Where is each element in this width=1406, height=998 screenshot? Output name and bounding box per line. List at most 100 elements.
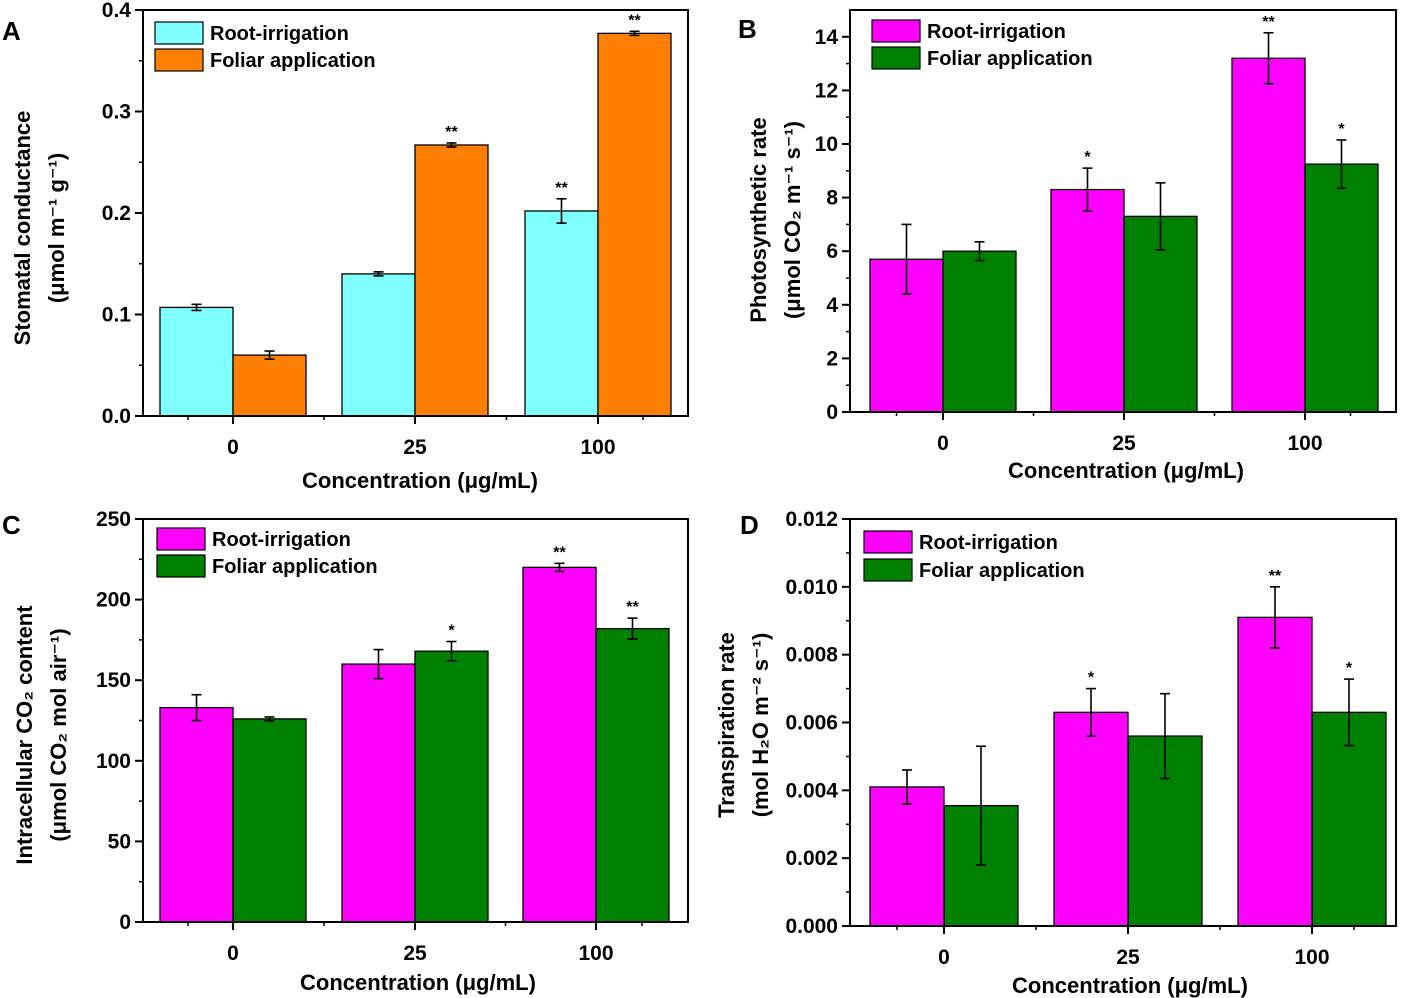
y-tick-label: 0.004 bbox=[785, 779, 838, 802]
significance-mark: ** bbox=[626, 599, 639, 616]
significance-mark: * bbox=[448, 623, 455, 640]
y-tick-label: 0.012 bbox=[785, 508, 838, 531]
y-tick-label: 250 bbox=[96, 508, 131, 531]
bar-foliar-application-100 bbox=[1311, 711, 1387, 927]
x-tick-label: 100 bbox=[1294, 946, 1329, 969]
y-axis-label-line1: Stomatal conductance bbox=[10, 111, 35, 346]
significance-mark: * bbox=[1338, 121, 1345, 138]
y-tick-label: 12 bbox=[815, 79, 838, 102]
y-tick-label: 0.002 bbox=[785, 847, 838, 870]
significance-mark: ** bbox=[555, 180, 568, 197]
y-tick-label: 50 bbox=[108, 830, 131, 853]
significance-mark: * bbox=[1088, 670, 1095, 687]
error-bar bbox=[446, 142, 457, 148]
error-bar bbox=[554, 562, 565, 573]
bar-root-irrigation-25 bbox=[341, 273, 416, 417]
y-tick-label: 2 bbox=[826, 347, 838, 370]
y-axis-label-line2: (mol H₂O m⁻² s⁻¹) bbox=[748, 633, 773, 818]
x-tick-label: 0 bbox=[227, 942, 239, 965]
error-bar bbox=[629, 30, 640, 37]
legend-label: Foliar application bbox=[927, 48, 1093, 70]
y-tick-label: 150 bbox=[96, 669, 131, 692]
error-bar bbox=[373, 271, 384, 277]
x-tick-label: 25 bbox=[403, 942, 427, 965]
bar-foliar-application-25 bbox=[414, 144, 489, 417]
x-axis-label: Concentration (μg/mL) bbox=[1008, 458, 1244, 483]
bar-root-irrigation-100 bbox=[524, 210, 599, 417]
bar-root-irrigation-25 bbox=[1053, 711, 1129, 927]
significance-mark: * bbox=[1084, 149, 1091, 166]
significance-mark: ** bbox=[553, 544, 566, 561]
panel-letter: C bbox=[2, 510, 21, 540]
y-tick-label: 8 bbox=[826, 187, 838, 210]
error-bar bbox=[191, 693, 202, 722]
legend: Root-irrigation Foliar application bbox=[863, 530, 1085, 582]
significance-mark: ** bbox=[1269, 568, 1282, 585]
error-bar bbox=[1270, 586, 1280, 649]
error-bar bbox=[976, 745, 986, 866]
legend: Root-irrigation Foliar application bbox=[871, 19, 1093, 70]
y-tick-label: 0.1 bbox=[102, 304, 132, 327]
y-axis-label-line1: Transpiration rate bbox=[714, 632, 739, 818]
y-axis-label-line2: (μmol m⁻¹ g⁻¹) bbox=[44, 153, 69, 303]
error-bar bbox=[1263, 31, 1274, 85]
legend-swatch-root-irrigation bbox=[154, 21, 204, 45]
legend-label: Foliar application bbox=[210, 50, 376, 72]
x-tick-label: 25 bbox=[1112, 432, 1136, 455]
y-tick-label: 0.000 bbox=[785, 915, 838, 938]
error-bar bbox=[974, 241, 985, 262]
significance-mark: * bbox=[1346, 660, 1353, 677]
legend-label: Root-irrigation bbox=[212, 529, 351, 551]
significance-mark: ** bbox=[445, 124, 458, 141]
y-tick-label: 200 bbox=[96, 589, 131, 612]
x-tick-label: 0 bbox=[937, 432, 949, 455]
bar-foliar-application-100 bbox=[595, 627, 670, 923]
y-tick-label: 6 bbox=[826, 240, 838, 263]
y-tick-label: 0.010 bbox=[785, 576, 838, 599]
bar-root-irrigation-25 bbox=[341, 663, 416, 923]
legend-swatch-foliar-application bbox=[871, 46, 921, 70]
error-bar bbox=[264, 350, 275, 360]
x-tick-label: 0 bbox=[227, 436, 239, 459]
error-bar bbox=[1086, 687, 1096, 737]
x-axis-label: Concentration (μg/mL) bbox=[1012, 973, 1248, 998]
bar-foliar-application-100 bbox=[597, 32, 672, 417]
legend-label: Root-irrigation bbox=[927, 21, 1066, 43]
significance-mark: ** bbox=[628, 12, 641, 29]
panel-letter: A bbox=[2, 16, 21, 46]
error-bar bbox=[902, 769, 912, 805]
legend-label: Root-irrigation bbox=[919, 532, 1058, 554]
x-tick-label: 100 bbox=[580, 436, 615, 459]
y-tick-label: 0 bbox=[119, 911, 131, 934]
y-tick-label: 10 bbox=[815, 133, 838, 156]
legend-label: Foliar application bbox=[212, 556, 378, 578]
panel-letter: B bbox=[738, 14, 757, 44]
panel-a: A ** ** ** 0.0 0.1 0.2 0.3 0.4 0 25 100 Concentratio… bbox=[2, 0, 689, 493]
y-tick-label: 0.4 bbox=[102, 0, 132, 22]
bar-foliar-application-100 bbox=[1304, 163, 1379, 413]
x-tick-label: 100 bbox=[578, 942, 613, 965]
legend-label: Foliar application bbox=[919, 560, 1085, 582]
bar-foliar-application-0 bbox=[232, 354, 307, 417]
error-bar bbox=[556, 197, 567, 224]
error-bar bbox=[901, 223, 912, 295]
error-bar bbox=[627, 617, 638, 640]
error-bar bbox=[1160, 692, 1170, 780]
bar-foliar-application-25 bbox=[414, 650, 489, 923]
panel-d: D****0.0000.0020.0040.0060.0080.0100.012… bbox=[714, 508, 1397, 998]
bar-root-irrigation-100 bbox=[522, 566, 597, 923]
bar-root-irrigation-0 bbox=[159, 706, 234, 923]
y-tick-label: 0.0 bbox=[102, 405, 131, 428]
legend: Root-irrigation Foliar application bbox=[156, 527, 378, 578]
y-tick-label: 14 bbox=[815, 26, 839, 49]
legend-swatch-root-irrigation bbox=[863, 530, 913, 554]
y-tick-label: 100 bbox=[96, 750, 131, 773]
significance-mark: ** bbox=[1262, 14, 1275, 31]
y-tick-label: 0.3 bbox=[102, 101, 131, 124]
x-axis-label: Concentration (μg/mL) bbox=[302, 468, 538, 493]
error-bar bbox=[1344, 678, 1354, 747]
x-tick-label: 0 bbox=[938, 946, 950, 969]
y-axis-label-line2: (μmol CO₂ m⁻¹ s⁻¹) bbox=[780, 121, 805, 319]
